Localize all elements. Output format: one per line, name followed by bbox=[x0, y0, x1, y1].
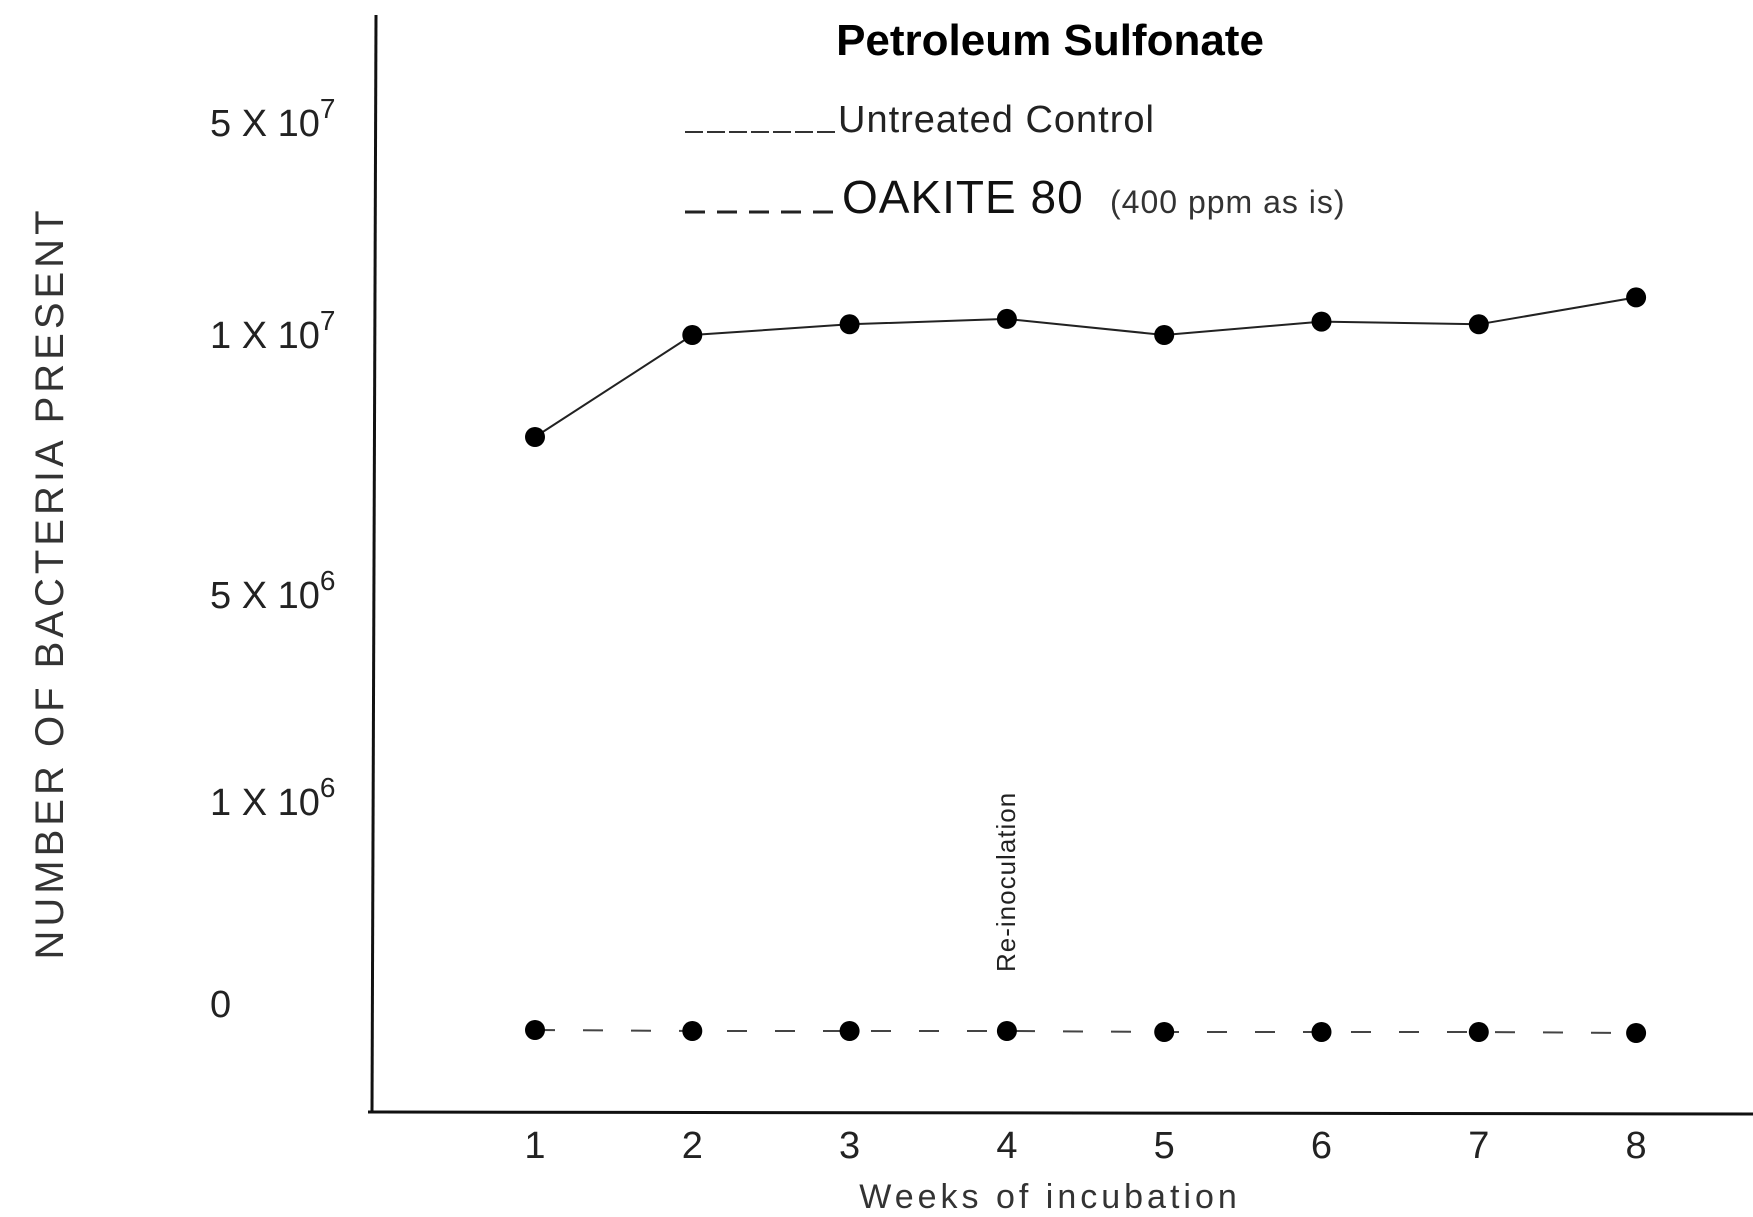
data-point-oakite-80 bbox=[1154, 1022, 1175, 1042]
data-point-oakite-80 bbox=[839, 1021, 860, 1041]
data-point-untreated-control bbox=[1468, 314, 1489, 335]
y-tick-label: 5 X 106 bbox=[210, 565, 335, 617]
chart-title: Petroleum Sulfonate bbox=[836, 16, 1264, 65]
data-point-untreated-control bbox=[996, 308, 1017, 329]
legend-label-oakite: OAKITE 80 bbox=[842, 171, 1084, 223]
y-tick-label: 0 bbox=[210, 984, 231, 1026]
x-tick-label: 7 bbox=[1468, 1125, 1489, 1167]
x-tick-label: 5 bbox=[1154, 1125, 1175, 1167]
x-axis-line bbox=[367, 1110, 1753, 1116]
data-point-oakite-80 bbox=[1311, 1022, 1332, 1042]
y-tick-labels: 5 X 107 1 X 107 5 X 106 1 X 106 0 bbox=[210, 93, 335, 1026]
data-point-oakite-80 bbox=[682, 1021, 703, 1041]
data-point-untreated-control bbox=[525, 427, 545, 447]
legend: Untreated Control OAKITE 80 (400 ppm as … bbox=[685, 99, 1346, 223]
data-point-untreated-control bbox=[1311, 311, 1332, 332]
y-axis-line bbox=[370, 14, 378, 1113]
annotation-label: Re-inoculation bbox=[991, 792, 1021, 972]
data-point-oakite-80 bbox=[525, 1020, 545, 1040]
series bbox=[525, 287, 1647, 1043]
data-point-untreated-control bbox=[682, 325, 703, 345]
x-tick-labels: 1 2 3 4 5 6 7 8 bbox=[524, 1125, 1646, 1167]
x-axis-label: Weeks of incubation bbox=[859, 1178, 1241, 1216]
data-point-untreated-control bbox=[839, 314, 860, 335]
data-point-oakite-80 bbox=[996, 1021, 1017, 1041]
data-point-oakite-80 bbox=[1626, 1023, 1647, 1043]
data-point-oakite-80 bbox=[1468, 1022, 1489, 1042]
x-tick-label: 2 bbox=[682, 1125, 703, 1167]
y-tick-label: 1 X 106 bbox=[210, 772, 335, 824]
x-tick-label: 1 bbox=[524, 1125, 545, 1167]
x-tick-label: 8 bbox=[1626, 1125, 1647, 1167]
annotations: Re-inoculation bbox=[991, 792, 1021, 972]
y-tick-label: 5 X 107 bbox=[210, 93, 335, 145]
x-tick-label: 3 bbox=[839, 1125, 860, 1167]
legend-label-untreated: Untreated Control bbox=[838, 99, 1155, 141]
legend-note-oakite: (400 ppm as is) bbox=[1110, 184, 1346, 220]
x-tick-label: 4 bbox=[996, 1125, 1017, 1167]
data-point-untreated-control bbox=[1154, 325, 1175, 345]
series-line-oakite-80 bbox=[534, 1029, 1637, 1034]
y-tick-label: 1 X 107 bbox=[210, 305, 335, 357]
series-line-untreated-control bbox=[534, 296, 1637, 438]
y-axis-label: NUMBER OF BACTERIA PRESENT bbox=[28, 207, 72, 960]
data-point-untreated-control bbox=[1626, 287, 1647, 308]
x-tick-label: 6 bbox=[1311, 1125, 1332, 1167]
